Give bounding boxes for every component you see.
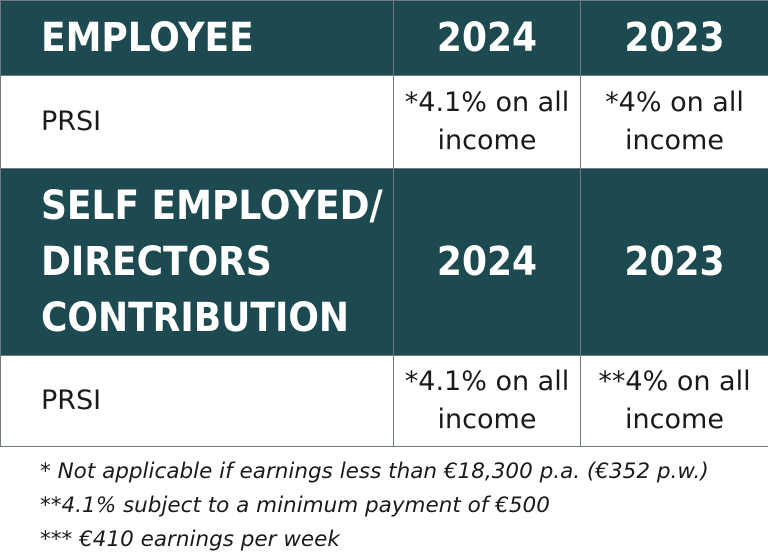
employee-year-2024: 2024 — [393, 0, 581, 76]
employee-header-row: EMPLOYEE 2024 2023 — [0, 0, 768, 76]
footnote-1: * Not applicable if earnings less than €… — [40, 459, 709, 484]
self-employed-prsi-2023: **4% on all income — [580, 355, 768, 447]
employee-prsi-label: PRSI — [0, 75, 394, 169]
footnotes: * Not applicable if earnings less than €… — [40, 455, 760, 557]
employee-prsi-2024: *4.1% on all income — [393, 75, 581, 169]
employee-prsi-row: PRSI *4.1% on all income *4% on all inco… — [0, 75, 768, 169]
employee-header-label: EMPLOYEE — [0, 0, 394, 76]
self-employed-year-2023: 2023 — [580, 168, 768, 356]
footnote-2: **4.1% subject to a minimum payment of €… — [40, 493, 550, 518]
self-employed-header-label: SELF EMPLOYED/ DIRECTORS CONTRIBUTION — [0, 168, 394, 356]
employee-year-2023: 2023 — [580, 0, 768, 76]
self-employed-prsi-row: PRSI *4.1% on all income **4% on all inc… — [0, 355, 768, 447]
self-employed-prsi-2024: *4.1% on all income — [393, 355, 581, 447]
employee-prsi-2023: *4% on all income — [580, 75, 768, 169]
prsi-rates-table: EMPLOYEE 2024 2023 PRSI *4.1% on all inc… — [0, 0, 768, 447]
self-employed-prsi-label: PRSI — [0, 355, 394, 447]
self-employed-header-row: SELF EMPLOYED/ DIRECTORS CONTRIBUTION 20… — [0, 168, 768, 356]
self-employed-year-2024: 2024 — [393, 168, 581, 356]
footnote-3: *** €410 earnings per week — [40, 527, 340, 552]
